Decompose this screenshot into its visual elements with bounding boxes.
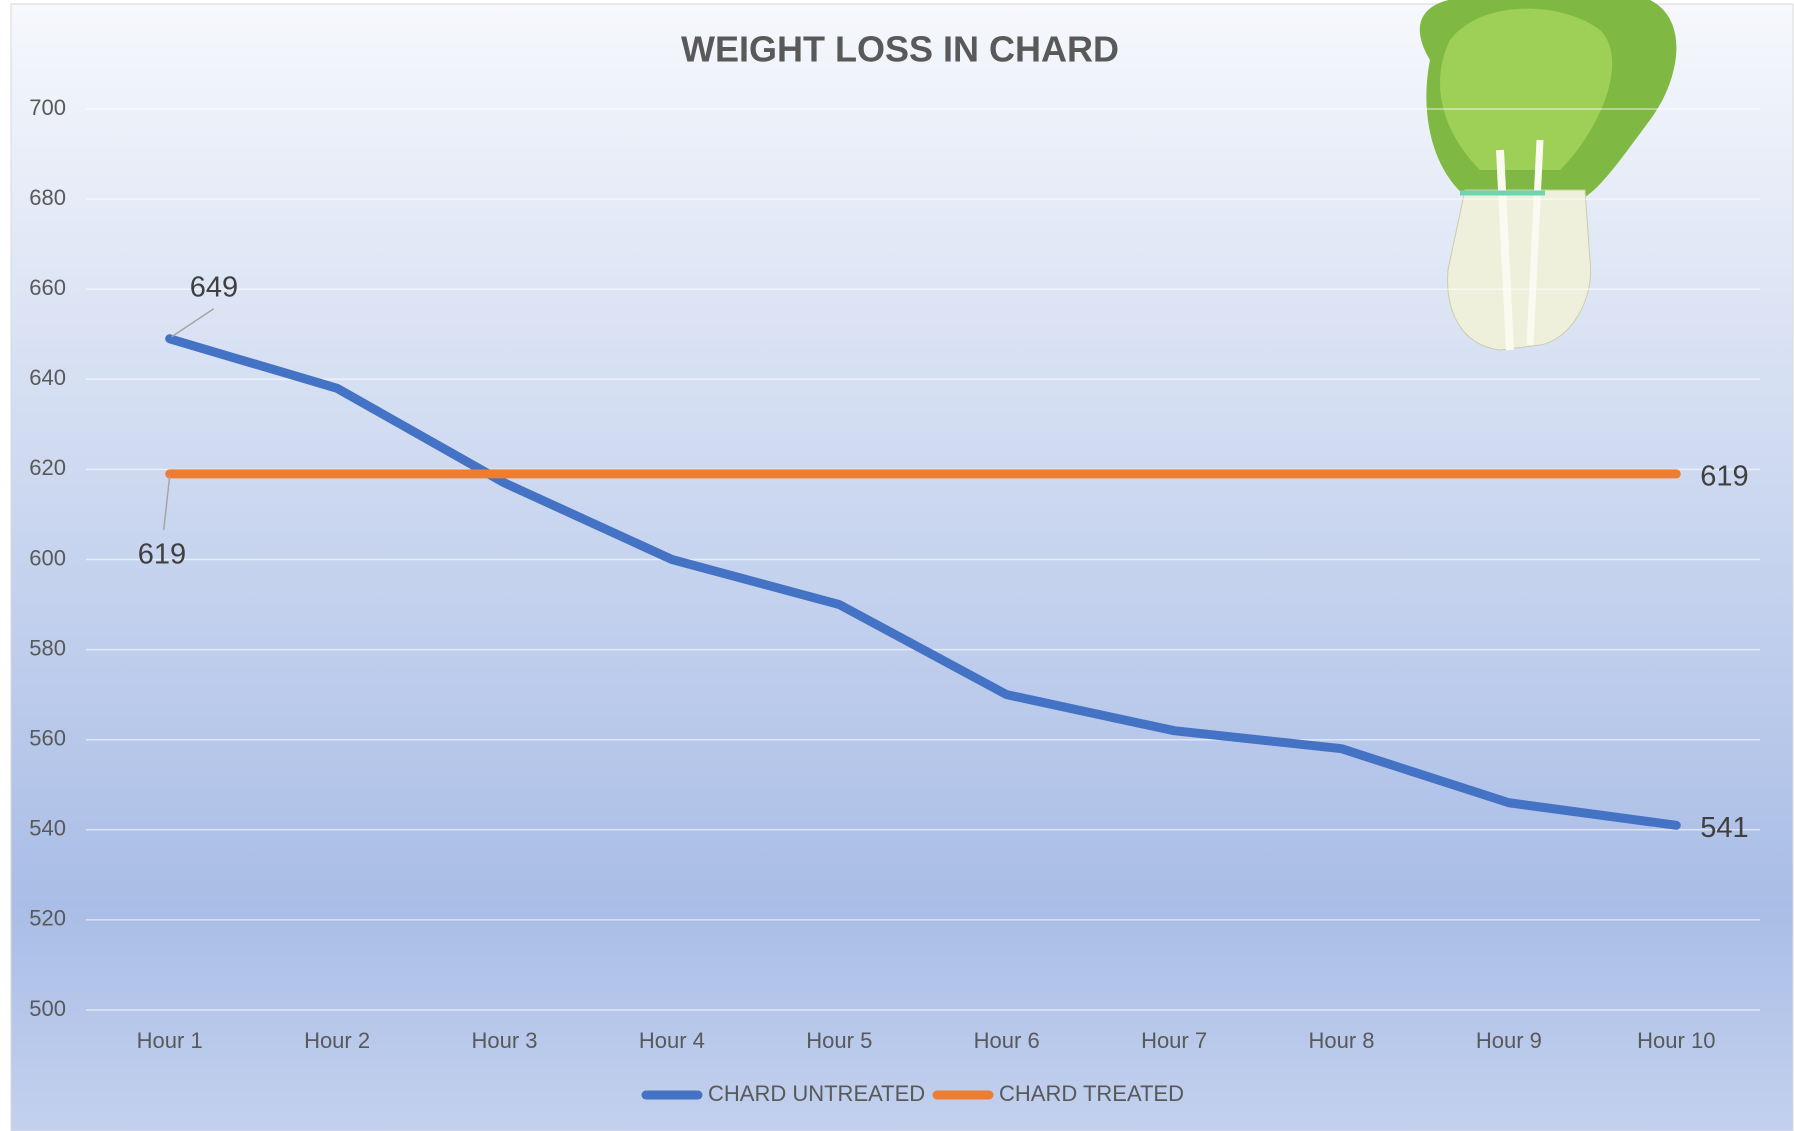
data-label: 541 [1700,812,1748,844]
y-tick-label: 680 [29,185,66,210]
x-tick-label: Hour 10 [1637,1028,1715,1053]
y-tick-label: 600 [29,545,66,570]
y-tick-label: 520 [29,906,66,931]
chart: WEIGHT LOSS IN CHARD 500 520 540 560 580 600 6… [0,0,1794,1131]
x-tick-label: Hour 2 [304,1028,370,1053]
data-label: 619 [138,539,186,571]
legend-label: CHARD TREATED [999,1081,1184,1106]
x-tick-label: Hour 4 [639,1028,705,1053]
data-label: 619 [1700,461,1748,493]
x-tick-label: Hour 1 [137,1028,203,1053]
legend-label: CHARD UNTREATED [708,1081,925,1106]
x-tick-label: Hour 9 [1476,1028,1542,1053]
x-tick-label: Hour 8 [1308,1028,1374,1053]
x-tick-label: Hour 6 [974,1028,1040,1053]
x-tick-label: Hour 5 [806,1028,872,1053]
x-tick-label: Hour 7 [1141,1028,1207,1053]
y-tick-label: 620 [29,455,66,480]
y-tick-label: 700 [29,95,66,120]
y-tick-label: 640 [29,365,66,390]
y-tick-label: 560 [29,726,66,751]
data-label: 649 [190,271,238,303]
chart-title: WEIGHT LOSS IN CHARD [681,29,1119,70]
y-tick-label: 500 [29,996,66,1021]
y-tick-label: 580 [29,635,66,660]
x-tick-label: Hour 3 [471,1028,537,1053]
y-tick-label: 540 [29,816,66,841]
y-tick-label: 660 [29,275,66,300]
